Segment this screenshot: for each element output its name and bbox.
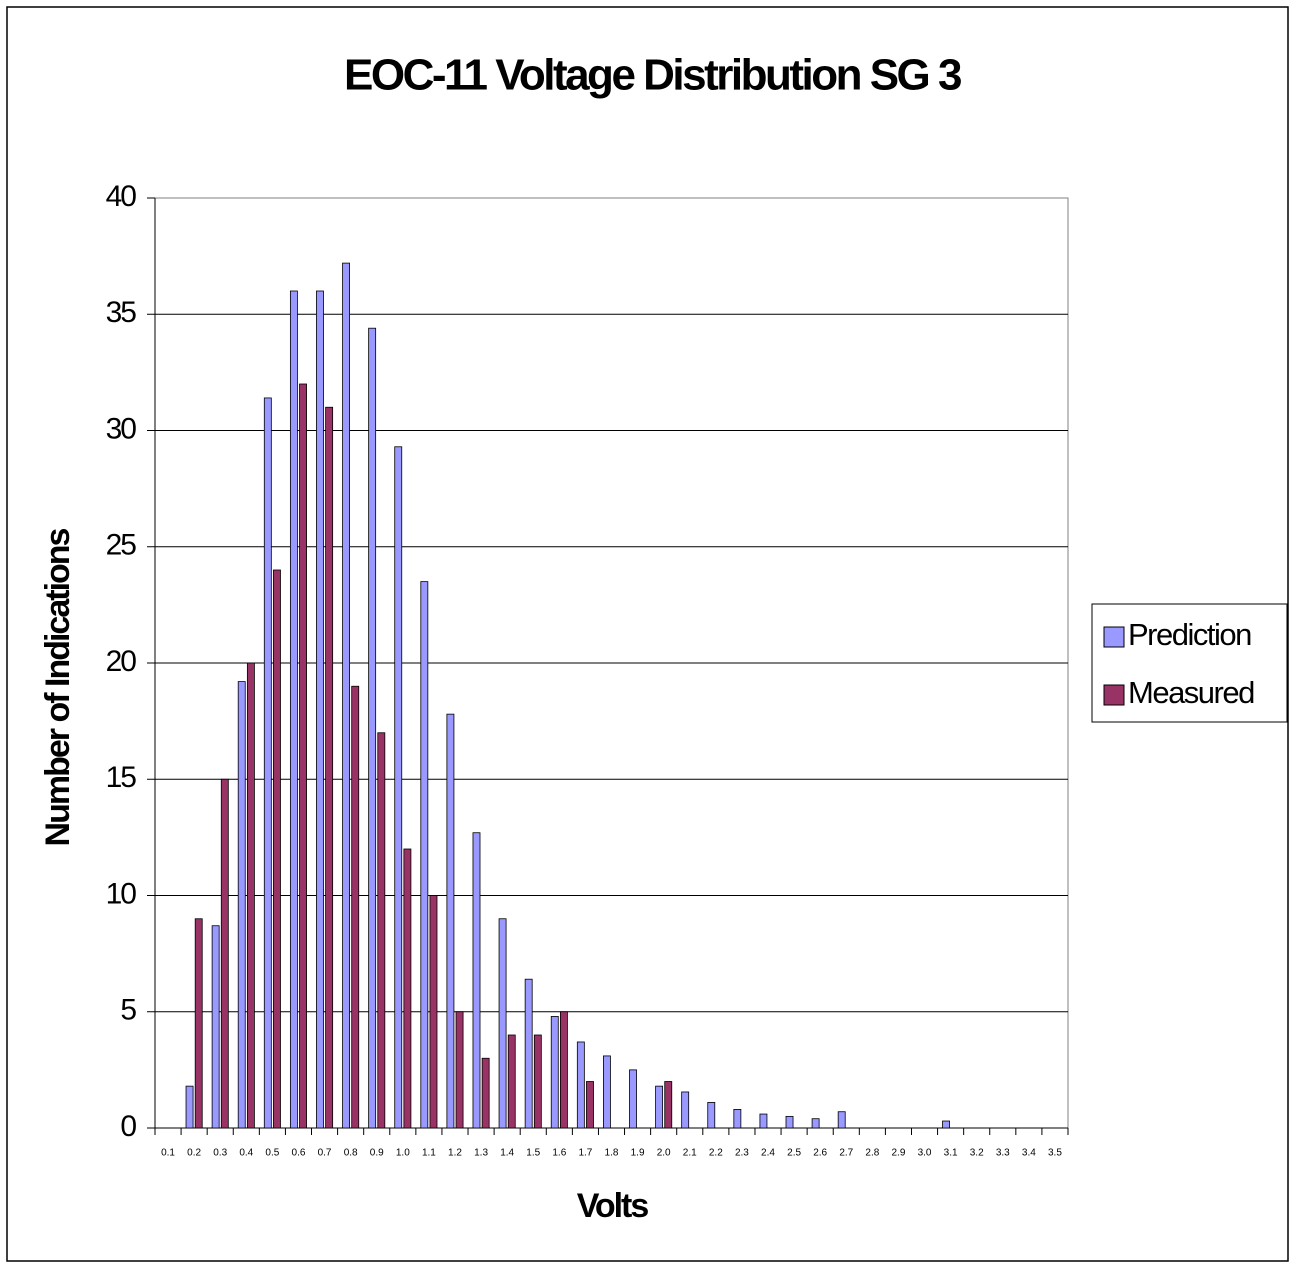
x-tick-label: 0.5: [265, 1148, 279, 1159]
bar: [559, 1011, 568, 1129]
bar: [455, 1011, 464, 1129]
bar: [759, 1113, 768, 1129]
x-tick-label: 0.7: [318, 1148, 332, 1159]
bar: [211, 925, 220, 1129]
x-tick-label: 1.3: [474, 1148, 488, 1159]
x-tick-label: 1.6: [552, 1148, 566, 1159]
bar: [586, 1081, 594, 1129]
x-tick-label: 1.1: [422, 1148, 436, 1159]
y-tick-label: 15: [106, 761, 137, 794]
y-tick-label: 40: [106, 180, 137, 213]
x-tick-label: 2.4: [761, 1148, 775, 1159]
bar: [524, 978, 533, 1129]
bar: [507, 1034, 516, 1129]
bar: [603, 1055, 611, 1129]
x-tick-label: 1.8: [605, 1148, 619, 1159]
x-tick-label: 3.4: [1022, 1148, 1036, 1159]
bar: [377, 732, 386, 1129]
x-tick-label: 2.2: [709, 1148, 723, 1159]
bar: [194, 918, 203, 1129]
bar: [446, 713, 455, 1129]
bar: [576, 1041, 585, 1129]
bar: [263, 397, 272, 1129]
bar: [837, 1111, 846, 1129]
bar: [785, 1115, 794, 1129]
x-tick-label: 1.4: [500, 1148, 514, 1159]
bar: [394, 446, 403, 1129]
x-tick-label: 2.9: [891, 1148, 905, 1159]
y-tick-label: 25: [106, 529, 137, 562]
bar: [237, 681, 246, 1129]
bar: [220, 778, 229, 1129]
bar: [289, 290, 298, 1129]
bar: [342, 262, 350, 1129]
y-tick-label: 10: [106, 877, 137, 910]
bar: [316, 290, 324, 1129]
x-tick-label: 0.1: [161, 1148, 175, 1159]
x-tick-label: 0.9: [370, 1148, 384, 1159]
bar: [368, 327, 377, 1129]
bar: [246, 662, 255, 1129]
x-tick-label: 2.5: [787, 1148, 801, 1159]
x-tick-label: 2.8: [865, 1148, 879, 1159]
bar: [420, 581, 429, 1129]
bar: [942, 1120, 950, 1129]
bar: [351, 685, 360, 1129]
x-tick-label: 2.0: [657, 1148, 671, 1159]
x-tick-label: 0.8: [344, 1148, 358, 1159]
y-tick-label: 30: [106, 412, 137, 445]
x-tick-label: 2.6: [813, 1148, 827, 1159]
bar: [429, 895, 438, 1129]
bar: [811, 1118, 820, 1129]
x-tick-label: 0.3: [213, 1148, 227, 1159]
x-tick-label: 0.4: [239, 1148, 253, 1159]
x-tick-label: 3.2: [970, 1148, 984, 1159]
bar: [185, 1085, 194, 1129]
y-tick-label: 5: [120, 994, 136, 1027]
x-axis-label: Volts: [577, 1187, 649, 1225]
legend-swatch: [1103, 626, 1125, 648]
bar: [655, 1085, 664, 1129]
bar: [550, 1016, 559, 1129]
chart-border: [6, 6, 1289, 1262]
x-tick-label: 1.0: [396, 1148, 410, 1159]
x-tick-label: 0.6: [292, 1148, 306, 1159]
chart-title: EOC-11 Voltage Distribution SG 3: [344, 51, 961, 100]
legend-swatch: [1103, 684, 1125, 706]
bar: [481, 1057, 490, 1129]
bar: [733, 1109, 742, 1129]
x-tick-label: 1.9: [631, 1148, 645, 1159]
bar: [498, 918, 507, 1129]
x-tick-label: 1.2: [448, 1148, 462, 1159]
bar: [533, 1034, 542, 1129]
bar: [299, 383, 307, 1129]
x-tick-label: 3.1: [944, 1148, 958, 1159]
x-tick-label: 2.7: [839, 1148, 853, 1159]
legend-label: Prediction: [1128, 617, 1251, 652]
bar: [681, 1091, 690, 1129]
y-axis-label: Number of Indications: [39, 528, 77, 846]
bar: [707, 1102, 716, 1129]
x-tick-label: 3.3: [996, 1148, 1010, 1159]
bar: [629, 1069, 637, 1129]
bar: [325, 406, 334, 1129]
bar: [273, 569, 281, 1129]
bar: [403, 848, 412, 1129]
x-tick-label: 0.2: [187, 1148, 201, 1159]
x-tick-label: 3.0: [918, 1148, 932, 1159]
x-tick-label: 2.3: [735, 1148, 749, 1159]
y-tick-label: 35: [106, 296, 137, 329]
y-tick-label: 20: [106, 645, 137, 678]
y-tick-label: 0: [120, 1110, 136, 1143]
x-tick-label: 3.5: [1048, 1148, 1062, 1159]
x-tick-label: 2.1: [683, 1148, 697, 1159]
x-tick-label: 1.5: [526, 1148, 540, 1159]
bar: [664, 1081, 673, 1129]
x-tick-label: 1.7: [578, 1148, 592, 1159]
bar: [472, 832, 481, 1129]
legend-label: Measured: [1128, 675, 1254, 710]
